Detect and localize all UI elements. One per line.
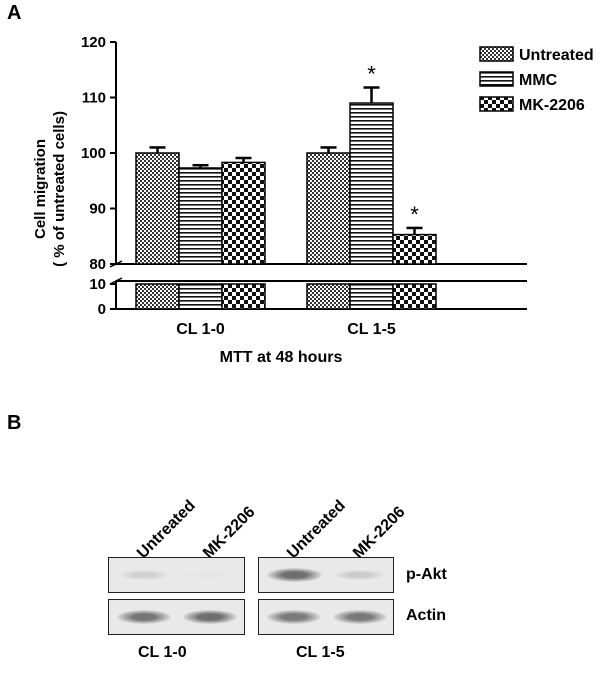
band-pakt-lane4 [334,570,384,580]
band-actin-lane1 [117,610,171,624]
protein-label-actin: Actin [406,607,446,624]
bar [135,152,180,265]
legend-swatch [479,96,514,112]
band-pakt-lane2 [184,570,234,580]
bar [178,167,223,265]
bar-lower-segment [349,283,394,310]
blot-group-cl10: CL 1-0 [138,644,187,661]
band-actin-lane2 [183,610,237,624]
panel-b-label: B [7,412,22,434]
axis-break-mark [109,260,123,268]
bar-lower-segment [392,283,437,310]
significance-asterisk: * [367,62,376,87]
y-tick-label: 80 [89,256,106,273]
band-actin-lane3 [267,610,321,624]
bar-lower-segment [178,283,223,310]
bar-lower-segment [306,283,351,310]
lane-label-untreated-1: Untreated [134,497,199,563]
band-pakt-lane3 [267,568,322,582]
bar-lower-segment [135,283,180,310]
panel-a-label: A [7,2,22,24]
chart-legend: Untreated MMC MK-2206 [479,46,594,114]
legend-label: Untreated [519,47,594,64]
y-tick-label: 100 [81,145,106,162]
legend-swatch [479,71,514,87]
blot-pakt-cl15 [258,557,394,593]
protein-label-pakt: p-Akt [406,566,447,583]
lane-label-untreated-2: Untreated [284,497,349,563]
bar [392,233,437,265]
y-tick-label: 110 [82,90,106,107]
lane-label-mk2206-2: MK-2206 [350,503,409,563]
bar [221,161,266,265]
blot-actin-cl10 [108,599,245,635]
band-actin-lane4 [333,610,387,624]
lane-label-mk2206-1: MK-2206 [200,503,259,563]
y-axis-label-line1: Cell migration [32,139,49,239]
legend-label: MK-2206 [519,97,585,114]
x-category-label: CL 1-0 [176,321,225,338]
y-tick-label: 120 [81,34,106,51]
legend-swatch [479,46,514,62]
y-tick-label: 90 [89,201,106,218]
bar [306,152,351,265]
blot-actin-cl15 [258,599,394,635]
band-pakt-lane1 [119,570,169,580]
bar [349,102,394,265]
significance-asterisk: * [410,202,419,227]
blot-group-cl15: CL 1-5 [296,644,345,661]
bar-chart: Cell migration ( % of untreated cells) 8… [32,34,594,366]
y-tick-label: 10 [89,276,106,293]
y-tick-label: 0 [98,301,106,318]
legend-label: MMC [519,72,558,89]
bar-lower-segment [221,283,266,310]
axis-break-mark [109,277,123,285]
y-axis-label-line2: ( % of untreated cells) [51,111,68,267]
x-category-label: CL 1-5 [347,321,396,338]
x-axis-label: MTT at 48 hours [220,349,343,366]
blot-pakt-cl10 [108,557,245,593]
